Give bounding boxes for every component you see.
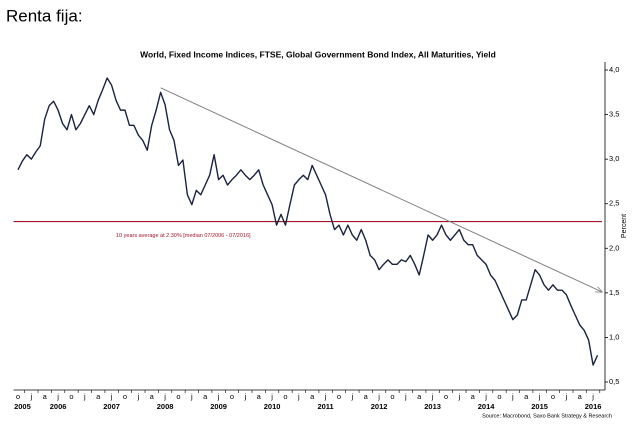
x-tick-label: j	[83, 392, 86, 401]
y-tick-label: 2,0	[609, 243, 619, 252]
x-tick-label: a	[417, 392, 422, 401]
x-tick-label: o	[497, 392, 501, 401]
year-label: 2005	[14, 402, 31, 411]
x-tick-label: a	[203, 392, 208, 401]
year-label: 2016	[585, 402, 602, 411]
y-axis-label: Percent	[621, 214, 628, 238]
x-tick-label: j	[377, 392, 380, 401]
y-tick-label: 1,0	[609, 332, 619, 341]
year-label: 2009	[210, 402, 227, 411]
year-label: 2010	[264, 402, 281, 411]
x-tick-label: j	[350, 392, 353, 401]
year-label: 2012	[371, 402, 388, 411]
x-tick-label: j	[324, 392, 327, 401]
x-tick-label: a	[150, 392, 155, 401]
x-tick-label: a	[471, 392, 476, 401]
x-tick-label: j	[538, 392, 541, 401]
year-label: 2011	[317, 402, 333, 411]
x-tick-label: j	[110, 392, 113, 401]
x-tick-label: j	[136, 392, 139, 401]
chart-title: World, Fixed Income Indices, FTSE, Globa…	[140, 49, 496, 59]
yield-line	[17, 77, 599, 366]
year-label: 2014	[478, 402, 496, 411]
x-tick-label: a	[524, 392, 529, 401]
year-label: 2015	[531, 402, 548, 411]
x-tick-label: a	[578, 392, 583, 401]
x-tick-label: j	[484, 392, 487, 401]
x-tick-label: j	[591, 392, 594, 401]
x-tick-label: o	[230, 392, 234, 401]
y-tick-label: 0,5	[609, 377, 619, 386]
x-tick-label: a	[96, 392, 101, 401]
x-tick-label: o	[69, 392, 73, 401]
y-tick-label: 3,5	[609, 110, 619, 119]
x-tick-label: o	[444, 392, 448, 401]
x-tick-label: o	[337, 392, 341, 401]
x-tick-label: o	[16, 392, 20, 401]
year-label: 2013	[424, 402, 441, 411]
x-tick-label: j	[564, 392, 567, 401]
x-tick-label: j	[29, 392, 32, 401]
x-tick-label: j	[511, 392, 514, 401]
x-tick-label: j	[163, 392, 166, 401]
x-tick-label: o	[123, 392, 127, 401]
x-tick-label: a	[310, 392, 315, 401]
page-title: Renta fija:	[6, 6, 83, 25]
year-label: 2006	[50, 402, 67, 411]
x-tick-label: j	[190, 392, 193, 401]
y-tick-label: 3,0	[609, 154, 619, 163]
x-tick-label: o	[176, 392, 180, 401]
trend-line	[160, 87, 602, 292]
x-tick-label: j	[270, 392, 273, 401]
y-tick-label: 4,0	[609, 65, 619, 74]
year-label: 2008	[157, 402, 174, 411]
x-tick-label: a	[364, 392, 369, 401]
average-label: 10 years average at 2.30% [median 07/200…	[116, 233, 251, 239]
x-tick-label: o	[390, 392, 394, 401]
x-tick-label: j	[56, 392, 59, 401]
source-note: Source: Macrobond, Saxo Bank Strategy & …	[482, 413, 612, 419]
y-tick-label: 1,5	[609, 288, 619, 297]
x-tick-label: j	[457, 392, 460, 401]
x-tick-label: j	[243, 392, 246, 401]
x-tick-label: j	[404, 392, 407, 401]
x-tick-label: j	[217, 392, 220, 401]
y-tick-label: 2,5	[609, 199, 619, 208]
x-tick-label: j	[431, 392, 434, 401]
x-tick-label: o	[283, 392, 287, 401]
year-label: 2007	[103, 402, 120, 411]
x-tick-label: o	[551, 392, 555, 401]
x-tick-label: j	[297, 392, 300, 401]
x-tick-label: a	[257, 392, 262, 401]
x-tick-label: a	[43, 392, 48, 401]
